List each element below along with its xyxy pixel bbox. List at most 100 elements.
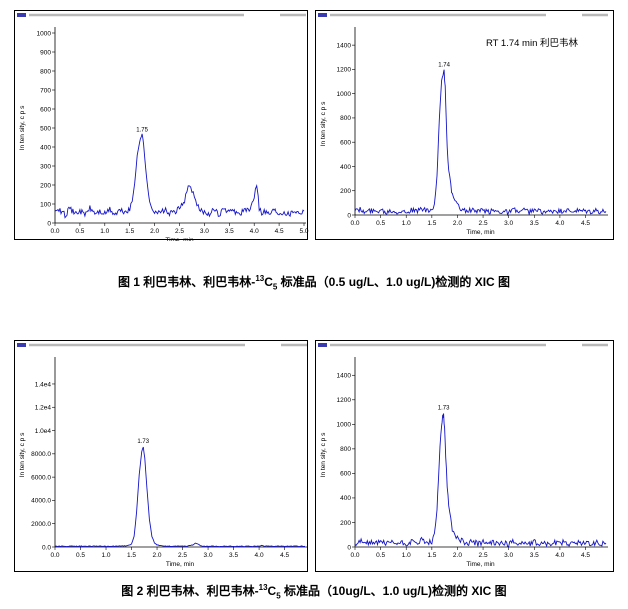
x-tick-label: 2.5 bbox=[479, 552, 488, 559]
chart-svg-1: 0.0 0.5 1.0 1.5 2.0 2.5 3.0 3.5 4.0 4.5 5.0 0 100 200… bbox=[17, 13, 309, 241]
x-tick-label: 5.0 bbox=[299, 228, 308, 235]
series-line bbox=[54, 446, 306, 548]
y-tick-label: 1000 bbox=[37, 30, 52, 37]
series-line bbox=[54, 133, 305, 219]
y-tick-label: 400 bbox=[340, 495, 351, 502]
y-tick-label: 1400 bbox=[337, 373, 352, 380]
chart-svg-4: 0.0 0.5 1.0 1.5 2.0 2.5 3.0 3.5 4.0 4.5 0 200 400 600… bbox=[318, 343, 608, 568]
series-line bbox=[354, 69, 607, 217]
chart-panel-2: 0.0 0.5 1.0 1.5 2.0 2.5 3.0 3.5 4.0 4.5 0 200 400 600… bbox=[315, 10, 614, 240]
x-tick-label: 1.0 bbox=[402, 220, 411, 227]
peak-label: 1.73 bbox=[137, 439, 149, 445]
caption-1-sub: 5 bbox=[272, 282, 278, 292]
y-tick-label: 800 bbox=[340, 115, 351, 122]
y-tick-label: 1400 bbox=[337, 42, 352, 49]
chart-svg-3: 0.0 0.5 1.0 1.5 2.0 2.5 3.0 3.5 4.0 4.5 0.0 2000.0 4… bbox=[17, 343, 307, 568]
x-tick-label: 3.0 bbox=[504, 220, 513, 227]
x-tick-label: 1.0 bbox=[101, 552, 110, 559]
y-axis-label: In ten sity, c p s bbox=[320, 101, 327, 146]
header-color-marker bbox=[17, 343, 26, 347]
x-axis-label: Time, min bbox=[466, 561, 495, 568]
y-tick-label: 700 bbox=[40, 87, 51, 94]
y-tick-label: 0 bbox=[47, 220, 51, 227]
x-tick-label: 1.5 bbox=[427, 220, 436, 227]
y-tick-label: 2000.0 bbox=[31, 521, 51, 528]
x-tick-label: 0.5 bbox=[76, 552, 85, 559]
retention-time-annotation: RT 1.74 min 利巴韦林 bbox=[486, 37, 579, 49]
y-tick-label: 500 bbox=[40, 125, 51, 132]
y-tick-label: 200 bbox=[340, 188, 351, 195]
y-axis-label: In ten sity, c p s bbox=[19, 432, 26, 477]
y-tick-label: 800 bbox=[40, 68, 51, 75]
y-tick-label: 900 bbox=[40, 49, 51, 56]
y-tick-label: 400 bbox=[340, 164, 351, 171]
x-tick-label: 0.0 bbox=[50, 552, 59, 559]
x-tick-label: 4.0 bbox=[555, 220, 564, 227]
x-tick-label: 4.0 bbox=[555, 552, 564, 559]
x-tick-label: 1.5 bbox=[127, 552, 136, 559]
x-tick-label: 4.5 bbox=[275, 228, 284, 235]
chart-svg-2: 0.0 0.5 1.0 1.5 2.0 2.5 3.0 3.5 4.0 4.5 0 200 400 600… bbox=[318, 13, 608, 236]
x-tick-label: 0.5 bbox=[376, 552, 385, 559]
caption-2-c: C bbox=[267, 584, 277, 598]
y-tick-label: 8000.0 bbox=[31, 451, 51, 458]
y-tick-label: 800 bbox=[340, 446, 351, 453]
y-tick-label: 0 bbox=[347, 212, 351, 219]
x-tick-label: 4.0 bbox=[250, 228, 259, 235]
y-tick-label: 1000 bbox=[337, 91, 352, 98]
y-tick-label: 200 bbox=[340, 520, 351, 527]
x-tick-label: 2.5 bbox=[479, 220, 488, 227]
y-tick-label: 0 bbox=[347, 544, 351, 551]
caption-1-suffix: 标准品（0.5 ug/L、1.0 ug/L)检测的 XIC 图 bbox=[277, 275, 511, 289]
caption-2-suffix: 标准品（10ug/L、1.0 ug/L)检测的 XIC 图 bbox=[280, 584, 507, 598]
y-tick-label: 600 bbox=[340, 140, 351, 147]
x-tick-label: 1.5 bbox=[427, 552, 436, 559]
x-axis-label: Time, min bbox=[466, 229, 495, 236]
x-tick-label: 2.0 bbox=[453, 220, 462, 227]
y-tick-label: 1200 bbox=[337, 67, 352, 74]
x-tick-label: 1.5 bbox=[125, 228, 134, 235]
y-tick-label: 300 bbox=[40, 163, 51, 170]
peak-label: 1.75 bbox=[136, 128, 148, 134]
figure-1-caption: 图 1 利巴韦林、利巴韦林-13C5 标准品（0.5 ug/L、1.0 ug/L… bbox=[0, 273, 628, 291]
x-tick-label: 2.0 bbox=[453, 552, 462, 559]
x-tick-label: 4.5 bbox=[280, 552, 289, 559]
x-tick-label: 3.5 bbox=[229, 552, 238, 559]
series-line bbox=[354, 413, 607, 548]
peak-label: 1.74 bbox=[438, 63, 450, 69]
y-tick-label: 600 bbox=[40, 106, 51, 113]
x-axis-label: Time, min bbox=[165, 237, 194, 241]
x-tick-label: 4.5 bbox=[581, 220, 590, 227]
chart-panel-1: 0.0 0.5 1.0 1.5 2.0 2.5 3.0 3.5 4.0 4.5 5.0 0 100 200… bbox=[14, 10, 309, 241]
caption-1-c: C bbox=[264, 275, 273, 289]
figure-2-caption: 图 2 利巴韦林、利巴韦林-13C5 标准品（10ug/L、1.0 ug/L)检… bbox=[0, 582, 628, 600]
y-tick-label: 1.4e4 bbox=[35, 381, 52, 388]
chart-panel-4: 0.0 0.5 1.0 1.5 2.0 2.5 3.0 3.5 4.0 4.5 0 200 400 600… bbox=[315, 340, 614, 572]
header-color-marker bbox=[17, 13, 26, 17]
x-tick-label: 0.5 bbox=[75, 228, 84, 235]
caption-1-sup: 13 bbox=[255, 274, 265, 283]
x-tick-label: 0.0 bbox=[50, 228, 59, 235]
y-tick-label: 1.2e4 bbox=[35, 405, 52, 412]
y-tick-label: 400 bbox=[40, 144, 51, 151]
x-tick-label: 2.0 bbox=[153, 552, 162, 559]
header-color-marker bbox=[318, 343, 327, 347]
y-tick-label: 100 bbox=[40, 201, 51, 208]
x-tick-label: 3.5 bbox=[530, 220, 539, 227]
y-tick-label: 1.0e4 bbox=[35, 428, 52, 435]
y-tick-label: 0.0 bbox=[42, 544, 51, 551]
x-tick-label: 2.5 bbox=[178, 552, 187, 559]
x-tick-label: 0.0 bbox=[350, 552, 359, 559]
y-tick-label: 6000.0 bbox=[31, 474, 51, 481]
y-tick-label: 200 bbox=[40, 182, 51, 189]
y-tick-label: 4000.0 bbox=[31, 498, 51, 505]
x-tick-label: 2.0 bbox=[150, 228, 159, 235]
header-color-marker bbox=[318, 13, 327, 17]
x-tick-label: 3.5 bbox=[225, 228, 234, 235]
x-tick-label: 3.5 bbox=[530, 552, 539, 559]
y-axis-label: In ten sity, c p s bbox=[320, 432, 327, 477]
x-tick-label: 0.0 bbox=[350, 220, 359, 227]
caption-2-sub: 5 bbox=[276, 591, 281, 601]
x-tick-label: 3.0 bbox=[200, 228, 209, 235]
caption-2-prefix: 图 2 利巴韦林、利巴韦林- bbox=[121, 584, 259, 598]
